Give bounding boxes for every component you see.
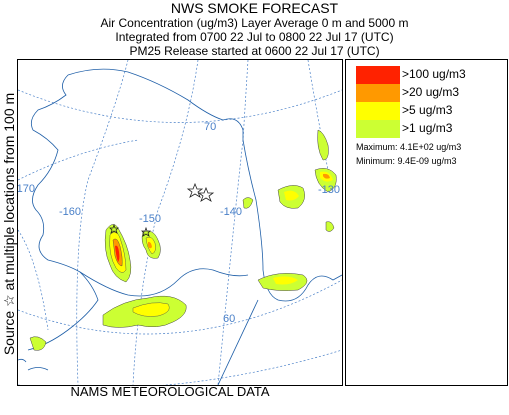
smoke-plume-yukon-west: [104, 224, 132, 283]
lon-label-170: -170: [18, 183, 35, 195]
graticule-lines: [18, 60, 342, 385]
legend-item-20: >20 ug/m3: [356, 84, 506, 102]
source-star-icon: [141, 226, 151, 237]
lat-label-70: 70: [204, 121, 216, 133]
lon-label-160: -160: [59, 206, 81, 218]
legend-label: >1 ug/m3: [402, 121, 453, 135]
maximum-value: Maximum: 4.1E+02 ug/m3: [356, 142, 462, 152]
smoke-plume-yukon-canada: [29, 129, 337, 351]
legend-item-5: >5 ug/m3: [356, 102, 506, 120]
concentration-line: Air Concentration (ug/m3) Layer Average …: [100, 16, 409, 30]
map-title: NWS SMOKE FORECAST: [170, 0, 339, 16]
lat-label-60: 60: [223, 313, 235, 325]
source-star-icon: [197, 186, 215, 202]
minimum-value: Minimum: 9.4E-09 ug/m3: [356, 156, 457, 166]
source-star-icon: [109, 223, 119, 234]
source-star-icons: [109, 182, 215, 237]
map-svg: -170 -160 -150 -140 -130 70 60: [18, 60, 342, 385]
legend-item-1: >1 ug/m3: [356, 120, 506, 138]
graticule-labels: -170 -160 -150 -140 -130 70 60: [18, 121, 340, 325]
smoke-plume-southcentral: [102, 273, 308, 328]
legend-item-100: >100 ug/m3: [356, 66, 506, 84]
integration-period: Integrated from 0700 22 Jul to 0800 22 J…: [115, 30, 394, 44]
data-source-footer: NAMS METEOROLOGICAL DATA: [70, 384, 270, 399]
lon-label-150: -150: [139, 213, 161, 225]
lon-label-130: -130: [318, 184, 340, 196]
legend-label: >100 ug/m3: [402, 67, 466, 81]
source-label: Source ☆ at multiple locations from 100 …: [1, 92, 17, 356]
map-panel: -170 -160 -150 -140 -130 70 60: [17, 59, 343, 386]
release-start: PM25 Release started at 0600 22 Jul 17 (…: [129, 44, 380, 58]
lon-label-140: -140: [220, 206, 242, 218]
legend-label: >20 ug/m3: [402, 85, 460, 99]
source-star-icon: [186, 182, 204, 198]
legend-label: >5 ug/m3: [402, 103, 453, 117]
legend-swatch: [356, 66, 400, 84]
legend-panel: >100 ug/m3 >20 ug/m3 >5 ug/m3 >1 ug/m3 M…: [345, 59, 508, 386]
smoke-plume-yukon-east: [141, 230, 161, 259]
coastline: [18, 68, 342, 385]
legend-swatch: [356, 84, 400, 102]
legend-swatch: [356, 102, 400, 120]
legend-swatch: [356, 120, 400, 138]
